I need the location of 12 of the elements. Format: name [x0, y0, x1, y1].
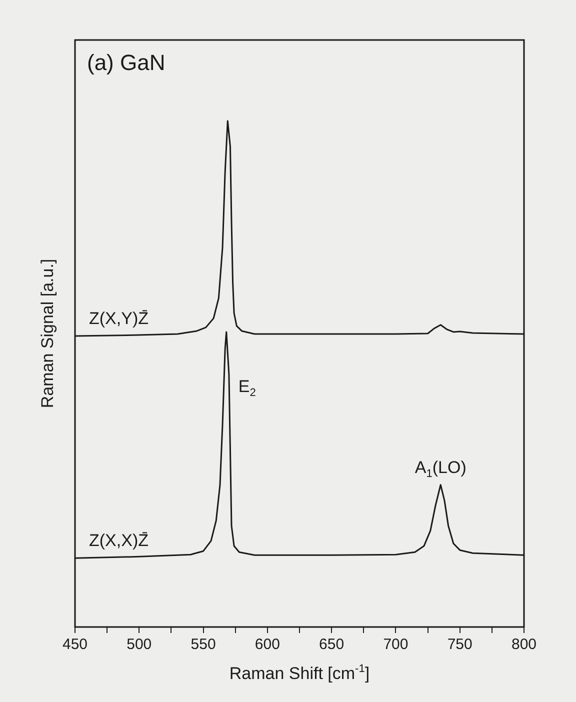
x-tick-label: 600 — [254, 636, 280, 654]
x-tick-label: 550 — [190, 636, 216, 654]
x-tick-label: 800 — [511, 636, 537, 654]
y-axis-title: Raman Signal [a.u.] — [38, 258, 57, 408]
series-label: Z(X,X)Z̄ — [89, 531, 148, 550]
x-tick-label: 450 — [62, 636, 88, 654]
chart-title: (a) GaN — [87, 50, 166, 75]
x-tick-label: 700 — [383, 636, 408, 654]
x-tick-label: 650 — [319, 636, 344, 654]
x-tick-label: 750 — [447, 636, 472, 654]
series-label: Z(X,Y)Z̄ — [89, 309, 148, 328]
x-tick-label: 500 — [126, 636, 152, 654]
